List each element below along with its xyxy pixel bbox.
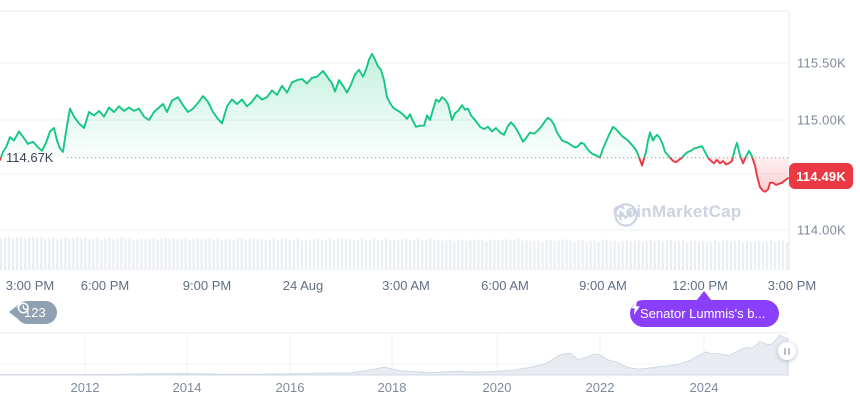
news-event-badge[interactable]: Senator Lummis's b... (630, 300, 780, 327)
year-tick-label: 2024 (689, 380, 719, 395)
time-tick-label: 6:00 AM (481, 278, 529, 293)
history-count-label: 123 (24, 305, 46, 320)
price-line (0, 52, 789, 193)
history-badge-pointer (9, 305, 18, 319)
navigator-minichart[interactable] (0, 334, 789, 376)
price-tick-label: 114.00K (797, 222, 846, 238)
time-tick-label: 3:00 PM (767, 278, 817, 293)
time-tick-label: 6:00 PM (80, 278, 130, 293)
time-tick-label: 9:00 PM (182, 278, 232, 293)
open-price-label: 114.67K (6, 150, 54, 165)
event-badge-pointer (696, 291, 712, 301)
time-tick-label: 24 Aug (282, 278, 324, 293)
year-tick-label: 2020 (482, 380, 512, 395)
time-tick-label: 12:00 PM (672, 278, 728, 293)
history-clock-icon (16, 302, 29, 314)
year-tick-label: 2022 (585, 380, 615, 395)
navigator-grid (0, 332, 789, 375)
coinmarketcap-logo-icon (614, 203, 638, 227)
price-area-fills (0, 53, 788, 192)
watermark: CoinMarketCap (613, 202, 742, 227)
year-tick-label: 2018 (377, 380, 407, 395)
watermark-text: CoinMarketCap (613, 202, 742, 221)
volume-bars (0, 236, 789, 270)
year-tick-label: 2014 (172, 380, 202, 395)
event-label: Senator Lummis's b... (640, 306, 766, 321)
year-tick-label: 2016 (275, 380, 305, 395)
pause-icon (784, 347, 786, 355)
time-tick-label: 3:00 PM (5, 278, 55, 293)
current-price-badge: 114.49K (789, 163, 853, 189)
lightning-icon (631, 300, 640, 315)
navigator-handle[interactable] (778, 342, 796, 360)
time-tick-label: 3:00 AM (382, 278, 430, 293)
price-tick-label: 115.00K (797, 112, 846, 128)
price-tick-label: 115.50K (797, 55, 846, 71)
year-tick-label: 2012 (70, 380, 100, 395)
time-tick-label: 9:00 AM (579, 278, 627, 293)
history-events-badge[interactable]: 123 (16, 301, 57, 324)
